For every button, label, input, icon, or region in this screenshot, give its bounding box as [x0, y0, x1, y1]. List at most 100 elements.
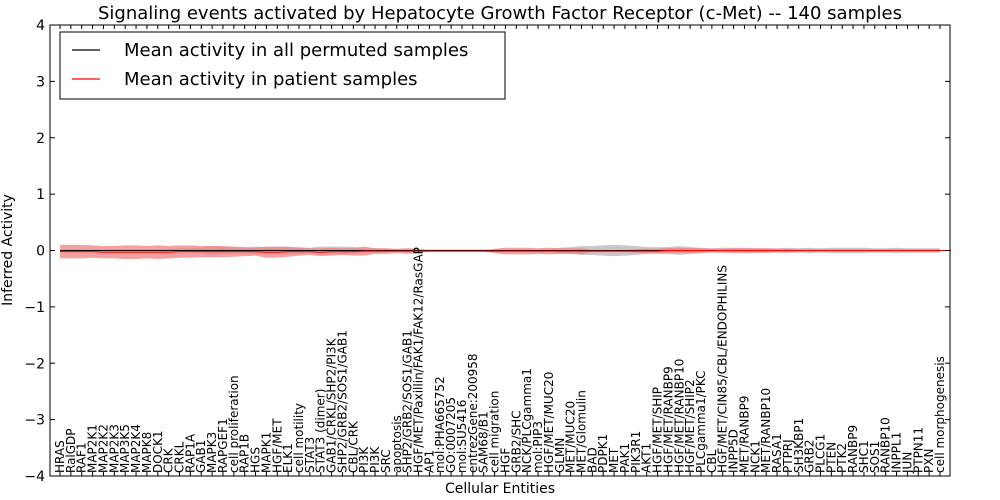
x-tick-label: STAT3 (dimer)	[314, 389, 328, 473]
x-tick-label: MAPK8	[140, 432, 154, 473]
legend: Mean activity in all permuted samples Me…	[59, 31, 506, 100]
x-tick-label: NCK1	[748, 440, 762, 473]
x-tick-label: MET/MUC20	[564, 401, 578, 473]
x-tick-label: STAT3	[303, 437, 317, 473]
x-tick-label: INPPL1	[890, 432, 904, 473]
x-tick-label: MET	[607, 447, 621, 473]
x-tick-label: ELK1	[281, 443, 295, 473]
x-tick-label: NCK/PLCgamma1	[520, 368, 534, 473]
patient-sample-band	[60, 244, 940, 259]
x-tick-label: MAP2K2	[97, 424, 111, 473]
x-tick-label: HGF/MET/RANBP10	[672, 359, 686, 473]
x-tick-label: cell proliferation	[227, 375, 241, 473]
x-tick-label: SH3KBP1	[792, 418, 806, 473]
x-tick-label: HGS	[249, 447, 263, 473]
x-tick-label: AKT1	[640, 443, 654, 473]
x-tick-label: CRKL	[173, 441, 187, 473]
x-tick-label: PXN	[922, 449, 936, 473]
x-tick-label: entrezGene:200958	[466, 353, 480, 473]
x-tick-label: HGF/MET/CIN85/CBL/ENDOPHILINS	[716, 265, 730, 473]
x-tick-label: HGF/MET/SHIP	[651, 387, 665, 473]
plot-area	[60, 244, 951, 259]
y-axis-label: Inferred Activity	[0, 194, 16, 306]
x-tick-label: SHP2/GRB2/SOS1/GAB1	[401, 330, 415, 473]
y-tick-label: −4	[24, 469, 45, 485]
x-tick-label: PAK1	[618, 443, 632, 473]
x-tick-label: AP1	[422, 450, 436, 473]
y-tick-label: 1	[36, 187, 45, 203]
x-tick-label: cell morphogenesis	[933, 356, 947, 473]
y-tick-label: −3	[24, 413, 45, 429]
x-tick-label: PI3K	[368, 446, 382, 473]
x-tick-label: SRC	[379, 449, 393, 473]
x-tick-label: INPP5D	[727, 429, 741, 473]
x-tick-label: cell migration	[488, 391, 502, 473]
x-tick-label: HGF/MET/Paxillin/FAK1/FAK12/RasGAP	[412, 247, 426, 473]
x-tick-label: RAP1B	[238, 434, 252, 473]
x-tick-label: SAM68/B1	[477, 411, 491, 473]
x-tick-label: CBL/CRK	[346, 420, 360, 473]
x-tick-label: GO:0007205	[444, 397, 458, 473]
x-tick-label: HGF	[498, 448, 512, 473]
x-tick-label: CRK	[162, 447, 176, 473]
x-tick-label: GRB2/SHC	[509, 410, 523, 473]
x-tick-label: RAF1	[75, 442, 89, 473]
y-tick-label: 3	[36, 74, 45, 90]
x-tick-label: MAP2K4	[129, 424, 143, 473]
x-tick-label: GAB1/CRKL/SHP2/PI3K	[325, 337, 339, 473]
x-tick-label: RANBP10	[879, 417, 893, 473]
x-tick-label: PI3K	[357, 446, 371, 473]
y-tick-label: −1	[24, 300, 45, 316]
x-tick-label: DOCK1	[151, 430, 165, 473]
x-tick-label: MAP2K1	[86, 424, 100, 473]
x-tick-label: RANBP9	[846, 425, 860, 473]
x-tick-label: PTPN11	[911, 427, 925, 473]
x-tick-label: mol:PIP3	[531, 421, 545, 473]
x-tick-label: SOS1	[868, 441, 882, 473]
x-axis: HRASRalGDPRAF1MAP2K1MAP2K2MAP2K3MAP3K5MA…	[53, 25, 947, 476]
y-tick-label: −2	[24, 356, 45, 372]
y-axis: −4 −3 −2 −1 0 1 2 3 4	[24, 18, 950, 485]
x-tick-label: GRB2	[803, 439, 817, 473]
x-tick-label: mol:PHA665752	[433, 376, 447, 473]
x-tick-label: RAP1A	[183, 433, 197, 473]
x-tick-label: apoptosis	[390, 415, 404, 473]
y-tick-label: 0	[36, 244, 45, 260]
x-tick-label: mol:SU5416	[455, 400, 469, 473]
x-tick-label: PTEN	[824, 442, 838, 473]
x-tick-label: PLCgamma1/PKC	[694, 370, 708, 473]
x-tick-label: HGF/MET/SHIP2	[683, 379, 697, 473]
x-tick-label: PLCG1	[814, 434, 828, 473]
x-tick-label: RAPGEF1	[216, 418, 230, 473]
legend-patient-label: Mean activity in patient samples	[124, 69, 418, 90]
x-tick-label: MAP3K5	[118, 424, 132, 473]
x-tick-label: SHC1	[857, 440, 871, 473]
x-tick-label: HGF/MET/RANBP9	[661, 366, 675, 473]
x-tick-label: MET/Glomulin	[575, 390, 589, 473]
x-tick-label: PIK3R1	[629, 431, 643, 473]
x-tick-label: HGF/MET/MUC20	[542, 372, 556, 473]
x-tick-label: MET/RANBP10	[759, 388, 773, 473]
x-tick-label: HGF/MET	[270, 418, 284, 473]
y-tick-label: 2	[36, 131, 45, 147]
x-tick-label: GLMN	[553, 438, 567, 473]
x-tick-label: MET/RANBP9	[737, 396, 751, 473]
x-tick-label: RASA1	[770, 433, 784, 473]
x-tick-label: CBL	[705, 449, 719, 473]
y-tick-label: 4	[36, 18, 45, 34]
x-axis-label: Cellular Entities	[445, 481, 555, 497]
x-tick-label: JUN	[900, 452, 914, 474]
x-tick-label: SHP2/GRB2/SOS1/GAB1	[336, 330, 350, 473]
legend-box	[59, 31, 506, 100]
x-tick-label: cell motility	[292, 403, 306, 473]
x-tick-label: BAD	[585, 447, 599, 473]
x-tick-label: MAPK3	[205, 432, 219, 473]
x-tick-label: RalGDP	[64, 428, 78, 473]
patient-mean-line	[60, 250, 951, 253]
x-tick-label: PDPK1	[596, 434, 610, 473]
legend-permuted-label: Mean activity in all permuted samples	[124, 40, 468, 61]
x-tick-label: MAP2K3	[107, 424, 121, 473]
x-tick-label: PTPRJ	[781, 439, 795, 473]
x-tick-label: GAB1	[194, 440, 208, 473]
